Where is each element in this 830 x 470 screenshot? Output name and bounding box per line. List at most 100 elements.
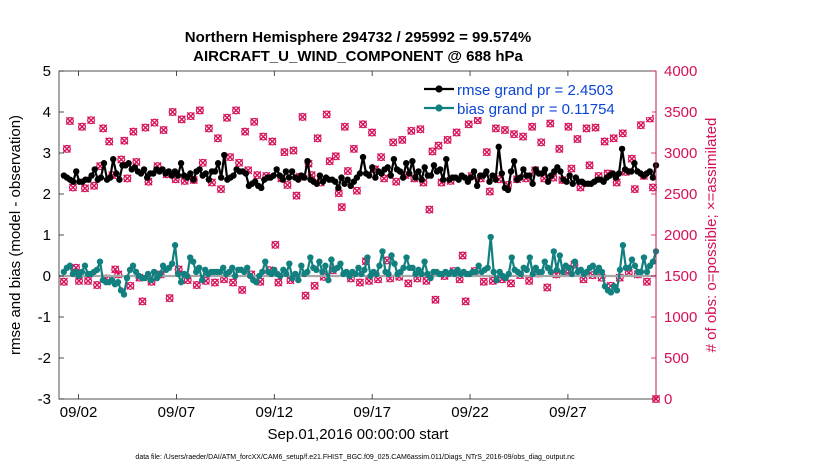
bias-point xyxy=(526,254,533,261)
rmse-point xyxy=(384,164,391,171)
right-tick-label: 2000 xyxy=(664,227,697,244)
obs-possible-circle xyxy=(195,106,204,115)
obs-count-marker xyxy=(509,130,519,139)
rmse-point xyxy=(365,172,373,179)
bias-point xyxy=(529,270,536,278)
obs-assimilated-cross xyxy=(123,174,132,183)
obs-count-marker xyxy=(93,280,102,290)
rmse-point xyxy=(615,170,623,177)
left-tick-label: 4 xyxy=(43,104,51,121)
obs-count-marker xyxy=(343,166,352,176)
obs-possible-circle xyxy=(573,135,582,144)
obs-assimilated-cross xyxy=(343,166,352,176)
bias-point xyxy=(364,254,371,261)
obs-possible-circle xyxy=(443,135,452,144)
bias-point xyxy=(475,262,482,269)
obs-possible-circle xyxy=(636,121,645,130)
obs-assimilated-cross xyxy=(582,124,591,133)
obs-count-marker xyxy=(99,124,108,133)
obs-assimilated-cross xyxy=(591,123,600,132)
bias-point xyxy=(337,260,344,267)
obs-possible-circle xyxy=(392,177,401,186)
obs-count-marker xyxy=(416,125,425,134)
bias-point xyxy=(421,258,428,265)
bias-point xyxy=(625,264,633,271)
obs-assimilated-cross xyxy=(150,118,159,127)
bias-point xyxy=(472,268,479,276)
chart-subtitle: AIRCRAFT_U_WIND_COMPONENT @ 688 hPa xyxy=(193,48,523,65)
obs-possible-circle xyxy=(250,117,259,126)
obs-count-marker xyxy=(238,285,247,295)
obs-possible-circle xyxy=(543,283,552,292)
rmse-point xyxy=(211,168,219,175)
obs-possible-circle xyxy=(235,158,244,167)
obs-possible-circle xyxy=(138,297,147,306)
obs-possible-circle xyxy=(458,251,467,260)
rmse-point xyxy=(338,174,345,181)
obs-possible-circle xyxy=(165,294,174,303)
obs-assimilated-cross xyxy=(268,137,277,146)
obs-possible-circle xyxy=(355,278,364,287)
obs-possible-circle xyxy=(168,107,177,116)
x-axis-label: Sep.01,2016 00:00:00 start xyxy=(268,426,450,443)
obs-count-marker xyxy=(283,180,292,190)
rmse-point xyxy=(258,184,265,192)
obs-count-marker xyxy=(192,280,201,290)
obs-count-marker xyxy=(392,177,401,186)
obs-assimilated-cross xyxy=(283,180,292,190)
bias-point xyxy=(189,258,197,265)
rmse-point xyxy=(415,168,422,175)
obs-count-marker xyxy=(241,127,250,136)
obs-possible-circle xyxy=(600,137,609,146)
rmse-point xyxy=(443,155,450,163)
bias-point xyxy=(373,270,380,278)
rmse-point xyxy=(356,170,364,177)
obs-count-marker xyxy=(485,187,494,196)
chart-title: Northern Hemisphere 294732 / 295992 = 99… xyxy=(185,29,531,46)
obs-assimilated-cross xyxy=(331,152,340,161)
obs-possible-circle xyxy=(114,270,123,279)
rmse-point xyxy=(335,184,342,192)
obs-possible-circle xyxy=(120,136,129,145)
obs-possible-circle xyxy=(99,124,108,133)
bias-point xyxy=(313,266,320,274)
obs-assimilated-cross xyxy=(241,127,250,136)
obs-assimilated-cross xyxy=(491,124,500,133)
obs-possible-circle xyxy=(274,278,283,287)
obs-count-marker xyxy=(464,120,473,129)
rmse-point xyxy=(510,158,518,165)
obs-possible-circle xyxy=(289,146,298,155)
obs-count-marker xyxy=(105,137,114,146)
obs-possible-circle xyxy=(537,138,546,147)
obs-assimilated-cross xyxy=(473,116,482,125)
obs-possible-circle xyxy=(398,135,407,144)
obs-possible-circle xyxy=(301,291,310,300)
bias-point xyxy=(637,268,645,276)
obs-assimilated-cross xyxy=(431,295,440,304)
obs-count-marker xyxy=(186,112,195,121)
rmse-point xyxy=(202,170,209,177)
rmse-point xyxy=(372,174,379,181)
obs-count-marker xyxy=(231,106,241,115)
obs-possible-circle xyxy=(582,124,591,133)
obs-assimilated-cross xyxy=(482,148,491,157)
rmse-point xyxy=(100,160,108,167)
rmse-point xyxy=(279,176,287,183)
rmse-point xyxy=(618,145,626,153)
obs-assimilated-cross xyxy=(204,124,213,133)
obs-assimilated-cross xyxy=(543,283,552,292)
rmse-point xyxy=(529,180,536,187)
obs-possible-circle xyxy=(186,112,195,121)
rmse-point xyxy=(507,168,515,175)
rmse-point xyxy=(242,170,250,177)
rmse-point xyxy=(285,174,293,181)
obs-possible-circle xyxy=(482,148,491,157)
obs-possible-circle xyxy=(292,191,301,200)
obs-count-marker xyxy=(537,138,546,147)
bias-point xyxy=(150,268,158,276)
bias-point xyxy=(66,262,74,269)
right-tick-label: 500 xyxy=(664,350,689,367)
bias-point xyxy=(120,291,128,298)
left-tick-label: 3 xyxy=(43,145,51,162)
obs-count-marker xyxy=(310,281,319,290)
